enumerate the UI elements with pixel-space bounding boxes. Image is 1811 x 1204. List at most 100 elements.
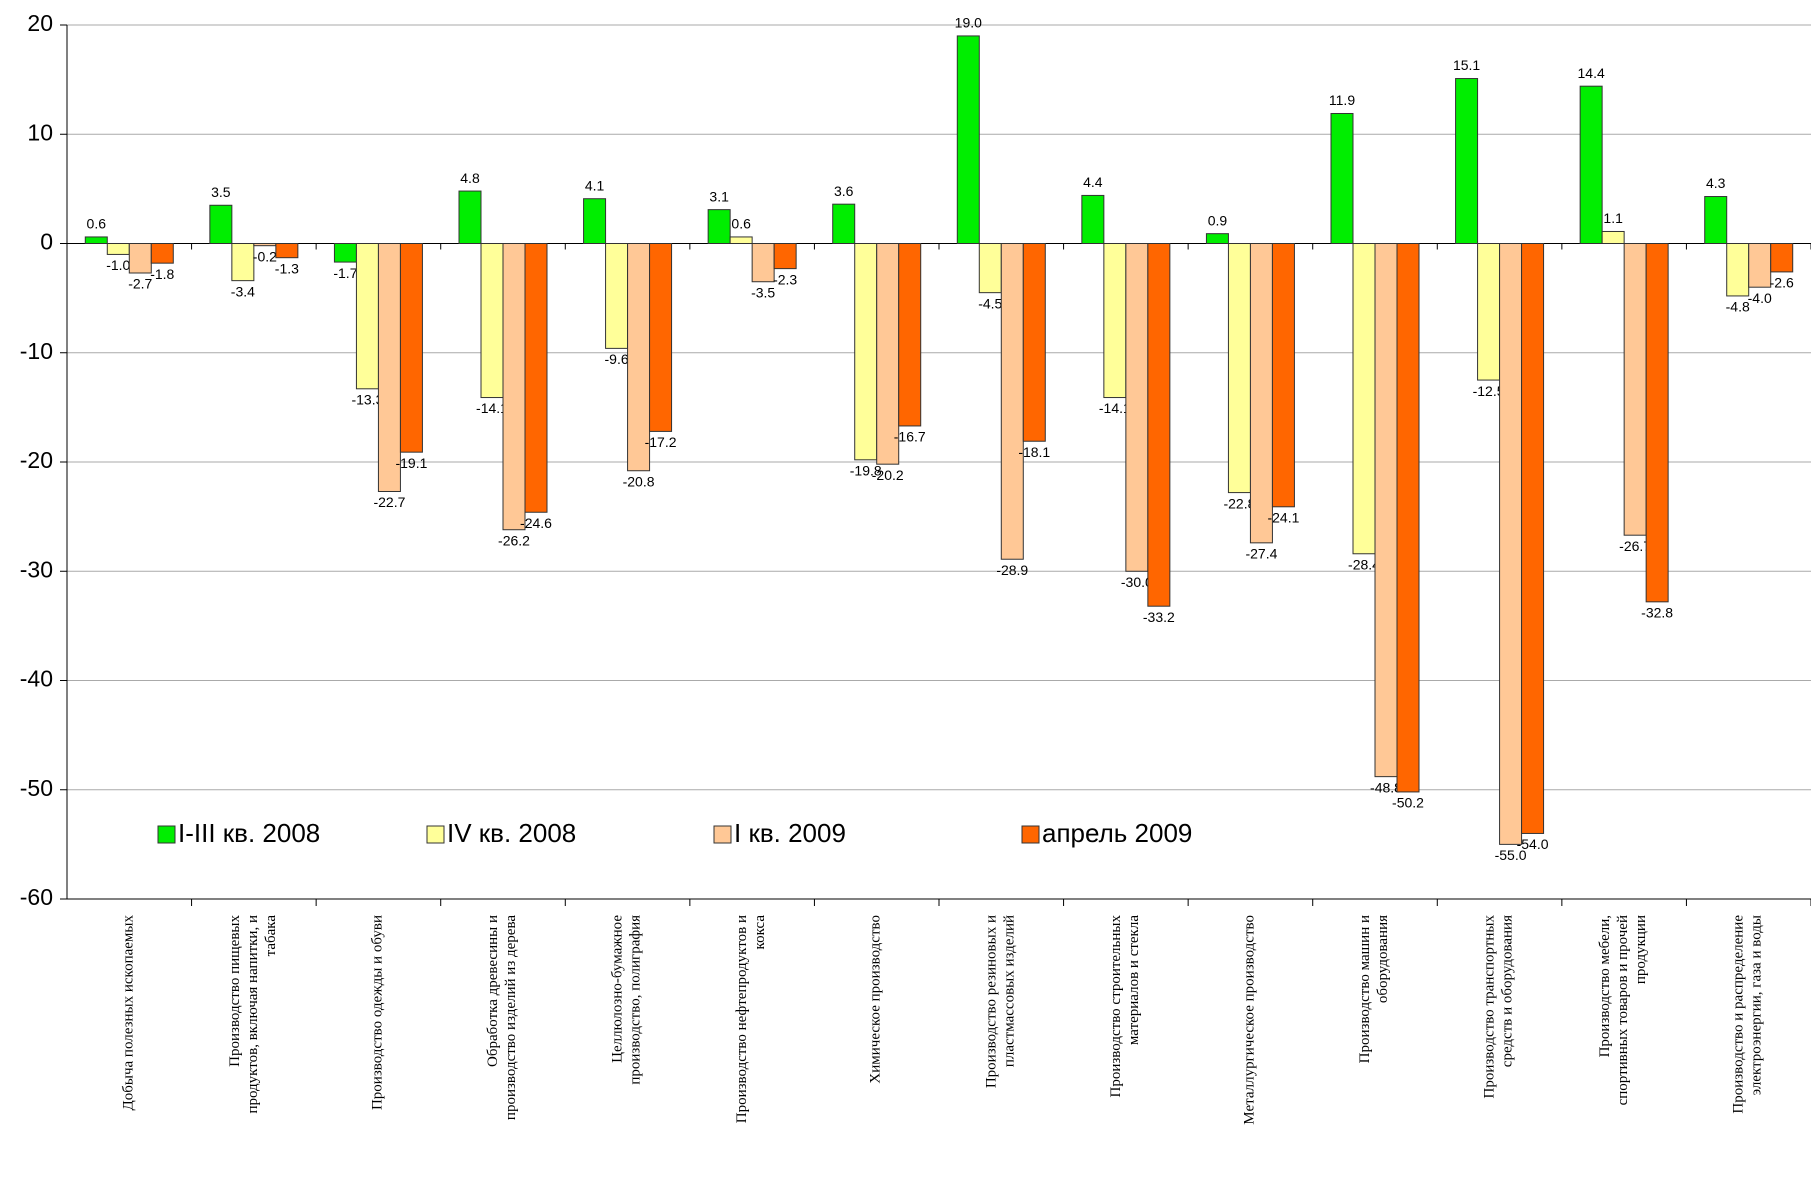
x-tick-label: Металлургическое производство xyxy=(1242,915,1258,1125)
legend-label: апрель 2009 xyxy=(1042,818,1192,848)
bar xyxy=(128,243,152,274)
value-label: 4.8 xyxy=(460,170,480,186)
value-label: -22.7 xyxy=(373,494,405,510)
x-tick-label: Химическое производство xyxy=(868,915,884,1084)
value-label: -55.0 xyxy=(1495,847,1527,863)
y-tick-label: -30 xyxy=(20,556,53,582)
legend-label: IV кв. 2008 xyxy=(447,818,576,848)
legend-swatch xyxy=(157,825,176,844)
value-label: -26.2 xyxy=(498,532,530,548)
value-label: 11.9 xyxy=(1329,92,1355,108)
value-label: 0.6 xyxy=(87,216,107,232)
value-label: -48.8 xyxy=(1370,779,1402,795)
bar xyxy=(1704,196,1728,245)
bar xyxy=(1579,85,1603,245)
bar xyxy=(1374,243,1398,778)
value-label: -16.7 xyxy=(894,429,926,445)
bar xyxy=(458,190,482,244)
x-tick-label: Производство мебели, спортивных товаров и… xyxy=(1598,915,1650,1105)
bar xyxy=(1249,243,1273,544)
bar xyxy=(1081,194,1105,244)
bar xyxy=(84,236,108,245)
value-label: -1.3 xyxy=(275,260,299,276)
bar xyxy=(1330,112,1354,245)
value-label: -14.1 xyxy=(476,400,508,416)
bar xyxy=(1205,233,1229,244)
bar xyxy=(1623,243,1647,536)
bar xyxy=(399,243,423,453)
value-label: -20.8 xyxy=(623,473,655,489)
value-label: -2.7 xyxy=(128,276,152,292)
bar xyxy=(1227,243,1251,494)
value-label: 4.3 xyxy=(1706,175,1726,191)
value-label: -28.4 xyxy=(1348,556,1380,572)
bar xyxy=(333,243,357,263)
legend-swatch xyxy=(1021,825,1040,844)
bar xyxy=(355,243,379,390)
value-label: -24.6 xyxy=(520,515,552,531)
value-label: -13.3 xyxy=(351,392,383,408)
value-label: -1.0 xyxy=(106,257,130,273)
value-label: -33.2 xyxy=(1143,609,1175,625)
value-label: -22.8 xyxy=(1223,495,1255,511)
bar xyxy=(253,243,277,247)
value-label: -14.1 xyxy=(1099,400,1131,416)
bar xyxy=(1352,243,1376,555)
y-tick-label: -60 xyxy=(20,884,53,910)
value-label: -0.2 xyxy=(253,248,277,264)
legend-swatch xyxy=(426,825,445,844)
value-label: -4.5 xyxy=(978,295,1002,311)
value-label: -24.1 xyxy=(1267,509,1299,525)
bar xyxy=(106,243,130,255)
bar xyxy=(1477,243,1501,381)
bar xyxy=(480,243,504,399)
value-label: -19.8 xyxy=(850,463,882,479)
value-label: -2.6 xyxy=(1770,275,1794,291)
bar xyxy=(773,243,797,270)
value-label: 0.6 xyxy=(731,216,751,232)
value-label: -1.8 xyxy=(150,266,174,282)
bar xyxy=(729,236,753,245)
bar xyxy=(751,243,775,283)
bar xyxy=(978,243,1002,294)
bar xyxy=(854,243,878,461)
value-label: -3.5 xyxy=(751,284,775,300)
y-tick-label: 10 xyxy=(27,119,53,145)
y-tick-label: -10 xyxy=(20,338,53,364)
bar xyxy=(209,204,233,244)
bar xyxy=(231,243,255,282)
bar xyxy=(832,203,856,244)
bar xyxy=(1271,243,1295,508)
value-label: -9.6 xyxy=(605,351,629,367)
y-tick-label: 20 xyxy=(27,10,53,36)
y-tick-label: -50 xyxy=(20,775,53,801)
value-label: -19.1 xyxy=(395,455,427,471)
bar xyxy=(524,243,548,513)
value-label: -2.3 xyxy=(773,271,797,287)
x-tick-label: Производство строительных материалов и ст… xyxy=(1108,915,1142,1098)
bar xyxy=(1521,243,1545,834)
legend-label: I-III кв. 2008 xyxy=(178,818,320,848)
bar xyxy=(605,243,629,349)
bar xyxy=(1396,243,1420,793)
value-label: 14.4 xyxy=(1578,65,1605,81)
legend-swatch xyxy=(713,825,732,844)
x-tick-label: Производство пищевых продуктов, включая н… xyxy=(227,915,279,1114)
value-label: 1.1 xyxy=(1603,210,1623,226)
bar xyxy=(898,243,922,427)
bar xyxy=(1103,243,1127,399)
bar xyxy=(1000,243,1024,560)
legend-label: I кв. 2009 xyxy=(734,818,846,848)
value-label: -30.0 xyxy=(1121,574,1153,590)
value-label: 3.1 xyxy=(709,188,729,204)
value-label: -27.4 xyxy=(1245,546,1277,562)
value-label: 3.5 xyxy=(211,184,231,200)
value-label: -12.5 xyxy=(1473,383,1505,399)
x-tick-label: Добыча полезных ископаемых xyxy=(121,915,137,1111)
value-label: -4.8 xyxy=(1726,299,1750,315)
value-label: -3.4 xyxy=(231,283,255,299)
value-label: -4.0 xyxy=(1748,290,1772,306)
value-label: -1.7 xyxy=(333,265,357,281)
x-tick-label: Целлюлозно-бумажное производство, полигра… xyxy=(610,915,644,1085)
